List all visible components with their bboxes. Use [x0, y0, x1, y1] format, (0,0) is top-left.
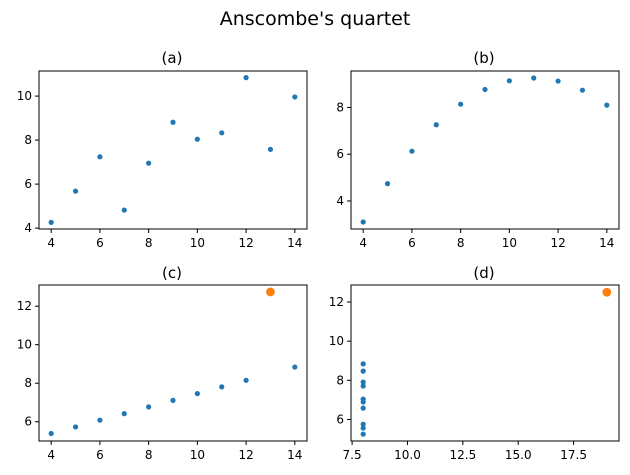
- panel-d-xtick-label: 10.0: [394, 448, 421, 462]
- panel-b-data-point: [409, 148, 415, 154]
- panel-d-data-point: [360, 405, 366, 411]
- panel-c-data-point: [219, 384, 225, 390]
- panel-c-ytick-label: 8: [24, 376, 32, 390]
- panel-c-data-point: [48, 430, 54, 437]
- panel-d-xtick-label: 17.5: [560, 448, 587, 462]
- panel-d-ytick-label: 12: [329, 295, 344, 309]
- panel-c-data-point: [170, 397, 176, 403]
- panel-d-data-point: [360, 383, 366, 389]
- panel-d-data-point: [360, 368, 366, 374]
- panel-a-data-point: [267, 146, 274, 152]
- panel-a-data-point: [243, 75, 249, 81]
- panel-a-data-point: [219, 130, 225, 136]
- panel-c-data-point: [243, 377, 249, 383]
- panel-b-ytick-label: 6: [336, 147, 344, 161]
- panel-b-data-point: [506, 78, 512, 84]
- panel-b-data-point: [482, 86, 488, 93]
- panel-a-xtick-label: 4: [47, 236, 55, 250]
- panel-a-xtick-label: 12: [238, 236, 253, 250]
- panel-b-xtick-label: 4: [359, 236, 367, 250]
- panel-b-axes-frame: [350, 70, 620, 230]
- panel-b-data-point: [360, 219, 366, 225]
- panel-a-xtick-label: 8: [145, 236, 153, 250]
- panel-d-xtick-label: 7.5: [343, 448, 362, 462]
- panel-b-xtick-label: 10: [502, 236, 517, 250]
- panel-c-data-point: [121, 411, 127, 417]
- panel-b-xtick-label: 14: [599, 236, 614, 250]
- panel-b-title: (b): [473, 49, 494, 67]
- panel-d-data-point: [360, 421, 366, 427]
- panel-c-xtick-label: 6: [96, 448, 104, 462]
- panel-c-xtick-label: 10: [190, 448, 205, 462]
- panel-d-axes-frame: [350, 284, 620, 442]
- panel-c-data-point: [146, 404, 152, 410]
- panel-b-data-point: [458, 101, 464, 107]
- panel-a: (a) 4 6 8 10 12 14 4 6 8 10: [17, 49, 308, 250]
- panel-d-data-point: [360, 379, 366, 385]
- panel-c: (c) 4 6 8 10 12 14 6 8 10 12: [17, 264, 308, 462]
- panel-d-title: (d): [473, 264, 494, 282]
- panel-a-title: (a): [162, 49, 183, 67]
- panel-c-xtick-label: 8: [145, 448, 153, 462]
- panel-b-plot: 4 6 8 10 12 14 4 6 8: [336, 70, 620, 250]
- panel-a-data-point: [121, 207, 127, 213]
- panel-b-xtick-label: 12: [550, 236, 565, 250]
- panel-c-outlier-point: [266, 287, 275, 297]
- panel-c-ytick-label: 10: [17, 338, 32, 352]
- panel-b-data-point: [531, 75, 537, 81]
- panel-a-xtick-label: 10: [190, 236, 205, 250]
- panel-a-ytick-label: 4: [24, 221, 32, 235]
- figure-title: Anscombe's quartet: [220, 8, 411, 30]
- panel-d-outlier-point: [602, 287, 612, 297]
- panel-c-ytick-label: 6: [24, 415, 32, 429]
- panel-c-data-point: [72, 424, 79, 430]
- panel-b-xtick-label: 8: [457, 236, 465, 250]
- panel-d: (d) 7.5 10.0 12.5 15.0 17.5 6 8 10 12: [329, 264, 620, 462]
- panel-b-data-point: [555, 78, 561, 84]
- panel-d-data-point: [360, 361, 366, 367]
- panel-c-xtick-label: 14: [287, 448, 302, 462]
- panel-c-plot: 4 6 8 10 12 14 6 8 10 12: [17, 284, 308, 462]
- panel-d-ytick-label: 6: [336, 412, 344, 426]
- panel-d-ytick-label: 8: [336, 373, 344, 387]
- panel-a-ytick-label: 6: [24, 177, 32, 191]
- panel-a-xtick-label: 14: [287, 236, 302, 250]
- panel-c-title: (c): [162, 264, 182, 282]
- panel-a-data-point: [146, 160, 152, 166]
- panel-c-data-point: [292, 364, 298, 370]
- panel-a-ytick-label: 8: [24, 133, 32, 147]
- panel-d-data-point: [360, 399, 366, 405]
- panel-d-ytick-label: 10: [329, 334, 344, 348]
- panel-a-data-point: [97, 154, 103, 160]
- panel-c-ytick-label: 12: [17, 299, 32, 313]
- panel-a-plot: 4 6 8 10 12 14 4 6 8 10: [17, 70, 308, 250]
- panel-a-ytick-label: 10: [17, 89, 32, 103]
- panel-b-data-point: [604, 102, 610, 108]
- panel-c-xtick-label: 4: [47, 448, 55, 462]
- panel-b-xtick-label: 6: [408, 236, 416, 250]
- panel-b-ytick-label: 4: [336, 194, 344, 208]
- panel-d-data-point: [360, 431, 366, 437]
- panel-d-xtick-label: 15.0: [505, 448, 532, 462]
- panel-a-data-point: [170, 119, 176, 125]
- panel-d-data-point: [360, 425, 366, 431]
- panel-b-data-point: [433, 122, 439, 128]
- panel-d-xtick-label: 12.5: [449, 448, 476, 462]
- panel-a-data-point: [194, 136, 200, 142]
- panel-a-axes-frame: [38, 70, 308, 230]
- panel-c-data-point: [97, 417, 103, 423]
- panel-b-ytick-label: 8: [336, 100, 344, 114]
- panel-b-data-point: [579, 87, 586, 93]
- panel-a-data-point: [72, 188, 79, 194]
- panel-c-data-point: [194, 391, 200, 397]
- panel-d-plot: 7.5 10.0 12.5 15.0 17.5 6 8 10 12: [329, 284, 620, 462]
- panel-b-data-point: [384, 181, 391, 187]
- panel-c-axes-frame: [38, 284, 308, 442]
- panel-a-data-point: [48, 219, 54, 225]
- panel-a-data-point: [292, 94, 298, 100]
- panel-a-xtick-label: 6: [96, 236, 104, 250]
- panel-c-xtick-label: 12: [238, 448, 253, 462]
- panel-b: (b) 4 6 8 10 12 14 4 6 8: [336, 49, 620, 250]
